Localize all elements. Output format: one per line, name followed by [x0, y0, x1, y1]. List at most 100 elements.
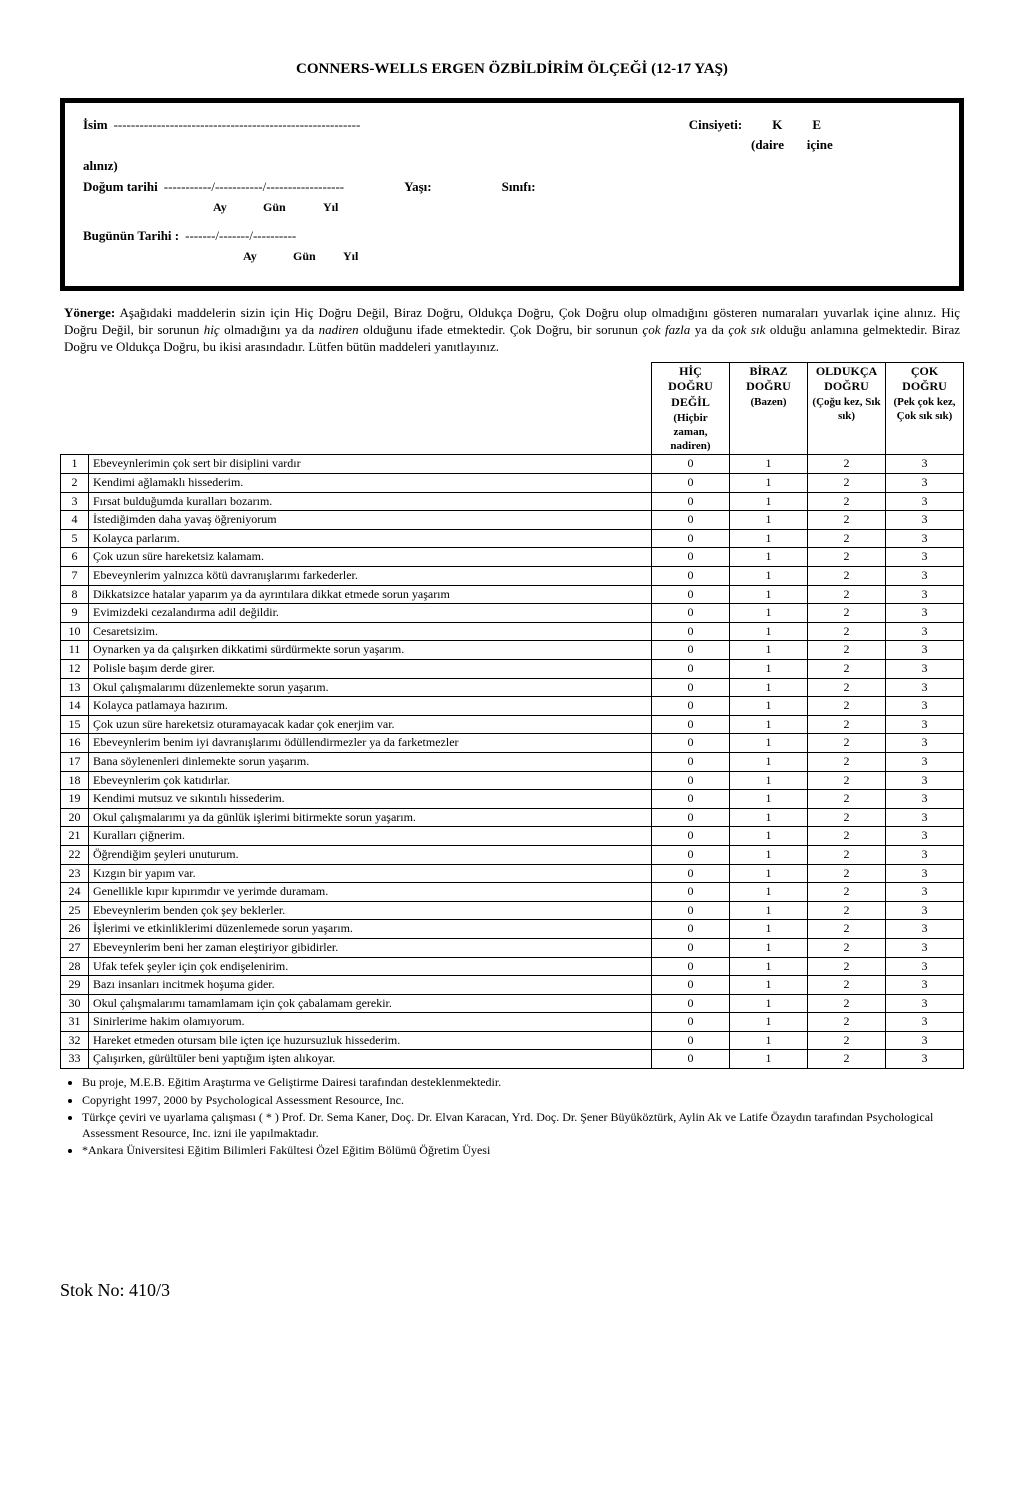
- option-cell[interactable]: 1: [730, 734, 808, 753]
- option-cell[interactable]: 1: [730, 567, 808, 586]
- option-cell[interactable]: 0: [652, 604, 730, 623]
- option-cell[interactable]: 2: [808, 771, 886, 790]
- option-cell[interactable]: 1: [730, 455, 808, 474]
- option-cell[interactable]: 3: [886, 864, 964, 883]
- option-cell[interactable]: 3: [886, 771, 964, 790]
- option-cell[interactable]: 2: [808, 752, 886, 771]
- option-cell[interactable]: 1: [730, 752, 808, 771]
- option-cell[interactable]: 2: [808, 492, 886, 511]
- option-cell[interactable]: 2: [808, 697, 886, 716]
- option-cell[interactable]: 0: [652, 622, 730, 641]
- option-cell[interactable]: 0: [652, 1013, 730, 1032]
- option-cell[interactable]: 1: [730, 883, 808, 902]
- option-cell[interactable]: 2: [808, 660, 886, 679]
- option-cell[interactable]: 1: [730, 1050, 808, 1069]
- option-cell[interactable]: 3: [886, 511, 964, 530]
- option-cell[interactable]: 0: [652, 1050, 730, 1069]
- option-cell[interactable]: 0: [652, 511, 730, 530]
- option-cell[interactable]: 3: [886, 901, 964, 920]
- option-cell[interactable]: 2: [808, 1013, 886, 1032]
- option-cell[interactable]: 2: [808, 511, 886, 530]
- option-cell[interactable]: 0: [652, 715, 730, 734]
- option-cell[interactable]: 1: [730, 1031, 808, 1050]
- option-cell[interactable]: 2: [808, 1050, 886, 1069]
- option-cell[interactable]: 1: [730, 827, 808, 846]
- option-cell[interactable]: 3: [886, 678, 964, 697]
- option-cell[interactable]: 1: [730, 790, 808, 809]
- option-cell[interactable]: 1: [730, 938, 808, 957]
- option-cell[interactable]: 1: [730, 771, 808, 790]
- option-cell[interactable]: 3: [886, 790, 964, 809]
- option-cell[interactable]: 0: [652, 883, 730, 902]
- option-cell[interactable]: 3: [886, 455, 964, 474]
- option-cell[interactable]: 2: [808, 994, 886, 1013]
- option-cell[interactable]: 2: [808, 957, 886, 976]
- option-cell[interactable]: 0: [652, 734, 730, 753]
- option-cell[interactable]: 0: [652, 660, 730, 679]
- option-cell[interactable]: 1: [730, 492, 808, 511]
- option-cell[interactable]: 3: [886, 604, 964, 623]
- option-cell[interactable]: 1: [730, 548, 808, 567]
- option-cell[interactable]: 2: [808, 920, 886, 939]
- option-cell[interactable]: 3: [886, 920, 964, 939]
- option-cell[interactable]: 0: [652, 1031, 730, 1050]
- option-cell[interactable]: 3: [886, 474, 964, 493]
- option-cell[interactable]: 1: [730, 976, 808, 995]
- option-cell[interactable]: 3: [886, 994, 964, 1013]
- option-cell[interactable]: 2: [808, 622, 886, 641]
- option-cell[interactable]: 0: [652, 585, 730, 604]
- option-cell[interactable]: 1: [730, 808, 808, 827]
- option-cell[interactable]: 3: [886, 660, 964, 679]
- option-cell[interactable]: 2: [808, 808, 886, 827]
- option-cell[interactable]: 0: [652, 938, 730, 957]
- option-cell[interactable]: 1: [730, 920, 808, 939]
- option-cell[interactable]: 3: [886, 845, 964, 864]
- option-cell[interactable]: 3: [886, 1050, 964, 1069]
- option-cell[interactable]: 3: [886, 1031, 964, 1050]
- option-cell[interactable]: 0: [652, 920, 730, 939]
- option-cell[interactable]: 2: [808, 864, 886, 883]
- option-cell[interactable]: 0: [652, 827, 730, 846]
- option-cell[interactable]: 1: [730, 585, 808, 604]
- option-cell[interactable]: 3: [886, 641, 964, 660]
- option-cell[interactable]: 1: [730, 697, 808, 716]
- option-cell[interactable]: 3: [886, 715, 964, 734]
- option-cell[interactable]: 1: [730, 622, 808, 641]
- option-cell[interactable]: 1: [730, 864, 808, 883]
- option-cell[interactable]: 2: [808, 790, 886, 809]
- option-cell[interactable]: 0: [652, 697, 730, 716]
- option-cell[interactable]: 3: [886, 938, 964, 957]
- option-cell[interactable]: 2: [808, 585, 886, 604]
- option-cell[interactable]: 2: [808, 827, 886, 846]
- option-cell[interactable]: 1: [730, 474, 808, 493]
- option-cell[interactable]: 0: [652, 864, 730, 883]
- option-cell[interactable]: 3: [886, 957, 964, 976]
- option-cell[interactable]: 0: [652, 957, 730, 976]
- option-cell[interactable]: 0: [652, 901, 730, 920]
- option-cell[interactable]: 2: [808, 715, 886, 734]
- option-cell[interactable]: 2: [808, 883, 886, 902]
- option-cell[interactable]: 3: [886, 883, 964, 902]
- option-cell[interactable]: 0: [652, 529, 730, 548]
- option-cell[interactable]: 0: [652, 678, 730, 697]
- option-cell[interactable]: 2: [808, 455, 886, 474]
- option-cell[interactable]: 2: [808, 901, 886, 920]
- option-cell[interactable]: 3: [886, 492, 964, 511]
- option-cell[interactable]: 1: [730, 994, 808, 1013]
- option-cell[interactable]: 1: [730, 511, 808, 530]
- option-cell[interactable]: 0: [652, 641, 730, 660]
- option-cell[interactable]: 3: [886, 808, 964, 827]
- option-cell[interactable]: 0: [652, 771, 730, 790]
- option-cell[interactable]: 3: [886, 734, 964, 753]
- option-cell[interactable]: 0: [652, 474, 730, 493]
- option-cell[interactable]: 0: [652, 845, 730, 864]
- option-cell[interactable]: 1: [730, 604, 808, 623]
- option-cell[interactable]: 1: [730, 641, 808, 660]
- option-cell[interactable]: 3: [886, 1013, 964, 1032]
- option-cell[interactable]: 0: [652, 455, 730, 474]
- option-cell[interactable]: 2: [808, 938, 886, 957]
- option-cell[interactable]: 2: [808, 976, 886, 995]
- option-cell[interactable]: 1: [730, 660, 808, 679]
- option-cell[interactable]: 2: [808, 641, 886, 660]
- option-cell[interactable]: 2: [808, 678, 886, 697]
